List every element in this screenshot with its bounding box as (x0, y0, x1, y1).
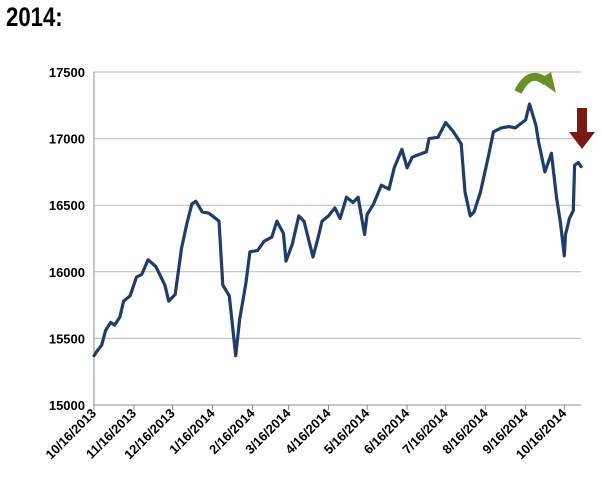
y-tick-label: 16500 (49, 198, 85, 213)
x-tick-labels: 10/16/201311/16/201312/16/20131/16/20142… (42, 405, 569, 462)
axes (93, 72, 581, 410)
y-tick-label: 16000 (49, 265, 85, 280)
series-group (92, 102, 583, 358)
down-arrow-icon (569, 108, 595, 149)
series-line (92, 102, 583, 358)
y-tick-label: 17000 (49, 132, 85, 147)
annotations (514, 72, 595, 149)
y-tick-label: 15000 (49, 398, 85, 413)
page-heading: 2014: (6, 2, 63, 32)
y-tick-label: 15500 (49, 331, 85, 346)
y-tick-label: 17500 (49, 65, 85, 80)
y-tick-labels: 15000 15500 16000 16500 17000 17500 (49, 65, 85, 413)
gridlines (94, 71, 581, 339)
curved-arrow-icon (514, 72, 556, 94)
